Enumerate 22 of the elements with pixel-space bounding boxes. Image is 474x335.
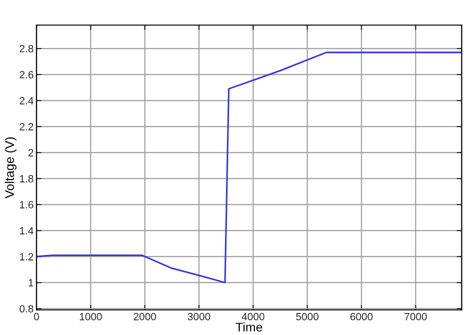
x-tick-label: 0 [34,312,39,320]
x-tick-label: 4000 [242,312,264,320]
x-tick-label: 2000 [134,312,156,320]
y-tick-label: 2.2 [20,123,34,130]
y-tick-label: 1.4 [20,227,34,234]
y-tick-label: 1 [28,279,34,286]
y-tick-label: 2.8 [20,45,34,52]
y-tick-label: 1.2 [20,253,34,260]
x-tick-label: 1000 [80,312,102,320]
y-tick-label: 1.6 [20,201,34,208]
x-axis-title: Time [236,322,262,332]
y-tick-label: 2.4 [20,97,34,104]
x-tick-label: 5000 [296,312,318,320]
y-tick-label: 2.6 [20,71,34,78]
x-tick-label: 7000 [404,312,427,320]
y-tick-label: 2 [28,149,34,156]
x-tick-label: 3000 [188,312,210,320]
line-series [36,52,462,284]
y-tick-label: 1.8 [20,175,34,182]
x-tick-label: 6000 [350,312,373,320]
y-tick-label: 0.8 [20,305,34,312]
y-axis-title: Voltage (V) [4,137,16,198]
